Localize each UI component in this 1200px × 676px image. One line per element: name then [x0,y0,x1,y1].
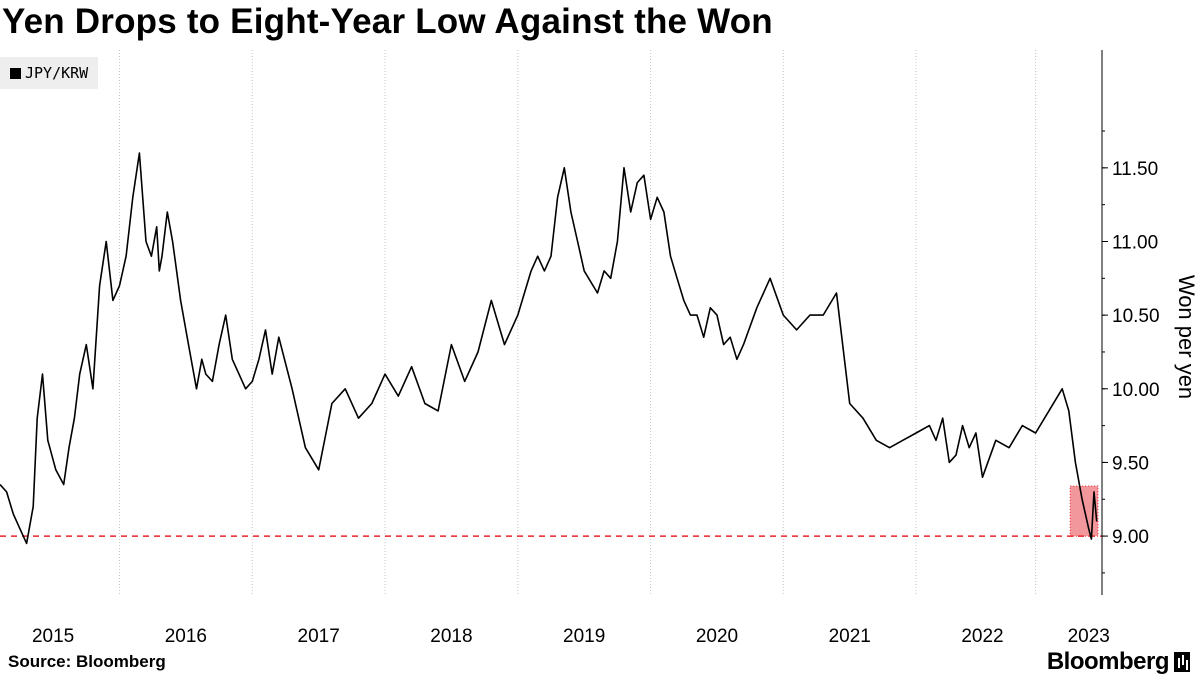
x-tick-label: 2015 [32,626,74,647]
y-tick-label: 10.00 [1112,380,1160,401]
bloomberg-logo: Bloomberg [1047,648,1190,676]
y-tick-label: 11.00 [1112,232,1158,253]
bloomberg-mark-icon [1174,652,1190,672]
series-line-jpy-krw [0,153,1097,543]
brand-text: Bloomberg [1047,648,1169,676]
grid-lines [119,50,1035,595]
legend: JPY/KRW [0,57,98,89]
series-layer [0,153,1097,544]
x-tick-label: 2020 [696,626,738,647]
legend-swatch [10,68,21,79]
x-tick-label: 2017 [298,626,340,647]
x-tick-label: 2016 [165,626,207,647]
source-note: Source: Bloomberg [8,652,166,672]
y-axis-label: Won per yen [1173,275,1199,399]
x-tick-label: 2021 [829,626,871,647]
y-tick-label: 10.50 [1112,306,1160,327]
x-tick-label: 2019 [563,626,605,647]
y-tick-label: 9.00 [1112,527,1149,548]
x-tick-label: 2022 [961,626,1003,647]
y-tick-label: 9.50 [1112,453,1149,474]
x-tick-label: 2023 [1068,626,1110,647]
y-axis: 9.00 9.50 10.00 10.50 11.00 11.50 [1102,50,1160,595]
legend-label: JPY/KRW [25,64,88,82]
x-tick-label: 2018 [430,626,472,647]
y-tick-label: 11.50 [1112,159,1158,180]
x-axis-labels: 2015 2016 2017 2018 2019 2020 2021 2022 2023 [32,626,1110,647]
